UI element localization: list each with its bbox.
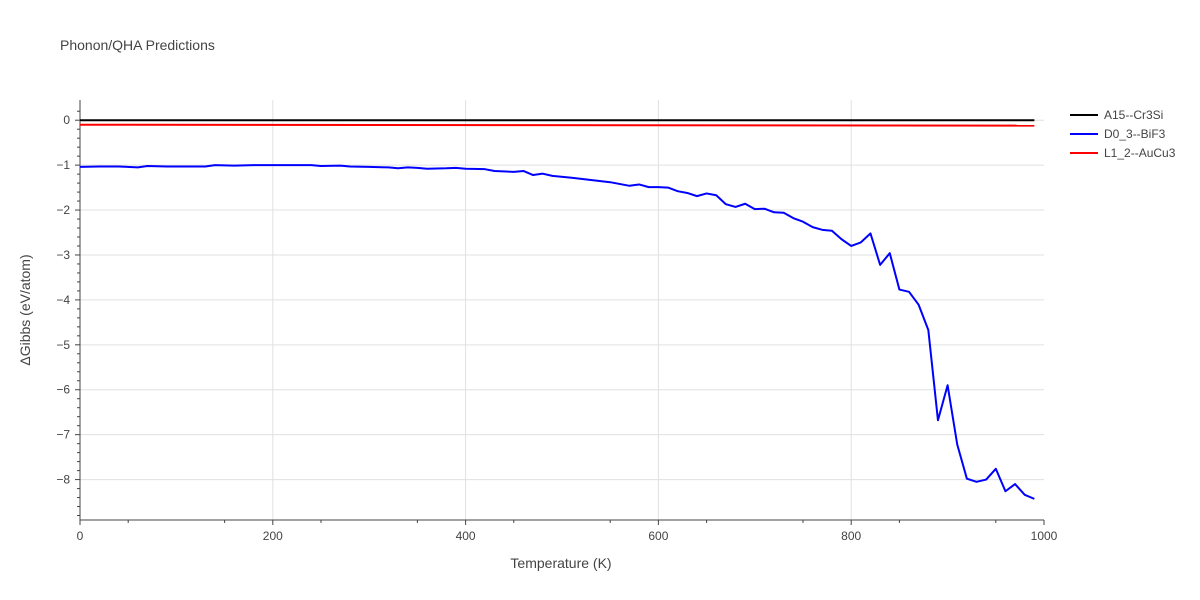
legend-label: A15--Cr3Si [1104,108,1163,122]
y-tick-label: −6 [56,383,70,397]
y-tick-label: −3 [56,248,70,262]
series-layer [79,119,1035,500]
legend[interactable]: A15--Cr3Si D0_3--BiF3 L1_2--AuCu3 [1070,108,1176,160]
legend-item-a15-cr3si[interactable]: A15--Cr3Si [1070,108,1163,122]
y-axis-title: ΔGibbs (eV/atom) [17,254,33,365]
chart-title: Phonon/QHA Predictions [60,37,215,53]
legend-item-l1-2-aucu3[interactable]: L1_2--AuCu3 [1070,146,1176,160]
legend-label: D0_3--BiF3 [1104,127,1166,141]
x-tick-label: 200 [263,529,283,543]
x-tick-label: 0 [77,529,84,543]
series-line-l1-2-aucu3 [79,123,1035,127]
legend-item-d0-3-bif3[interactable]: D0_3--BiF3 [1070,127,1166,141]
x-tick-label: 800 [841,529,861,543]
x-tick-label: 400 [456,529,476,543]
y-tick-label: −5 [56,338,70,352]
x-tick-label: 1000 [1031,529,1058,543]
y-tick-label: −8 [56,473,70,487]
series-line-d0-3-bif3 [79,164,1035,500]
x-axis-title: Temperature (K) [510,555,611,571]
y-tick-label: −4 [56,293,70,307]
grid-layer [80,100,1044,520]
axis-layer: 0 200 400 600 800 1000 0 −1 −2 −3 −4 −5 −6 −7 −8 [56,100,1058,543]
y-tick-label: −7 [56,428,70,442]
x-tick-label: 600 [648,529,668,543]
y-tick-label: −2 [56,203,70,217]
legend-label: L1_2--AuCu3 [1104,146,1176,160]
y-tick-label: 0 [63,113,70,127]
y-tick-label: −1 [56,158,70,172]
